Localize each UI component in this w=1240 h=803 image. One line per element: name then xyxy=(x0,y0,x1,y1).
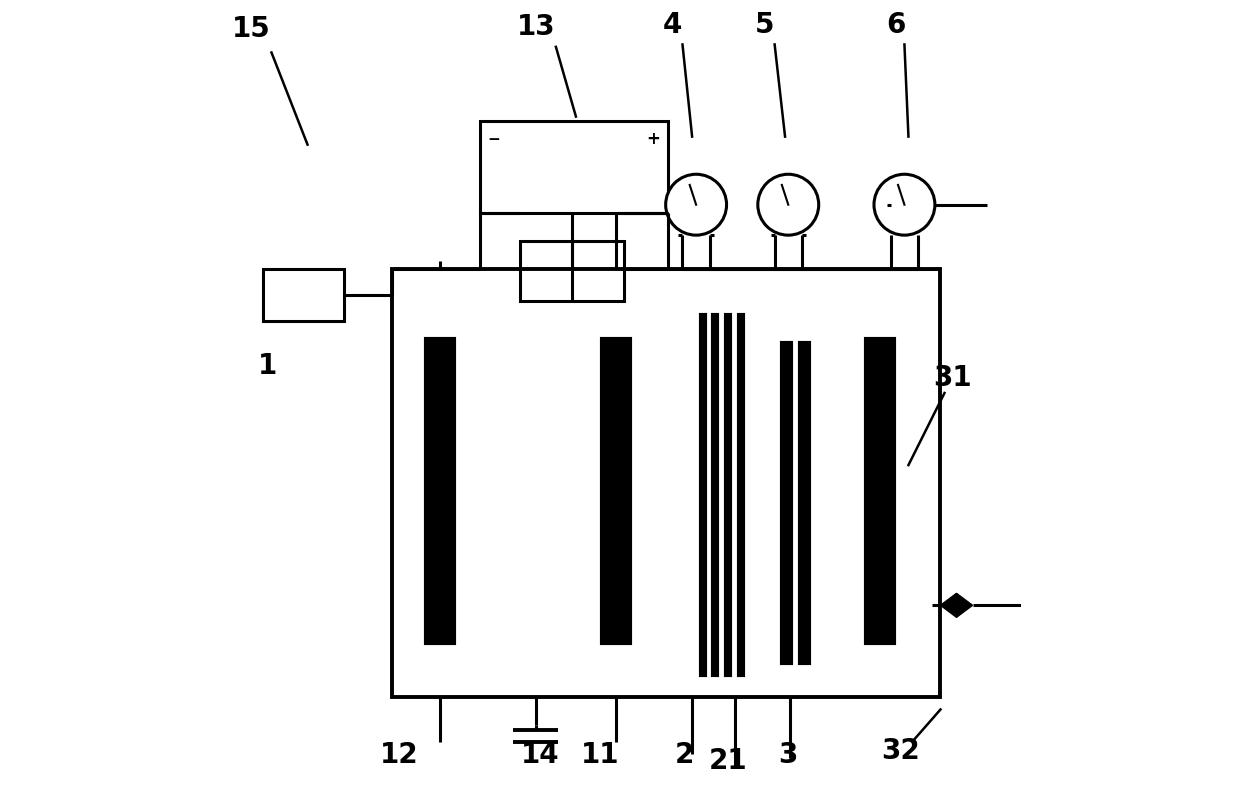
Bar xyxy=(712,313,719,678)
Bar xyxy=(392,270,940,698)
Circle shape xyxy=(758,175,818,236)
Circle shape xyxy=(874,175,935,236)
Text: 14: 14 xyxy=(521,740,559,768)
Bar xyxy=(600,337,632,646)
Text: +: + xyxy=(647,130,661,148)
Polygon shape xyxy=(956,593,972,618)
Bar xyxy=(737,313,745,678)
Bar xyxy=(520,242,624,301)
Text: 11: 11 xyxy=(580,740,619,768)
Bar xyxy=(424,337,456,646)
Text: 32: 32 xyxy=(882,736,920,764)
Text: −: − xyxy=(487,132,501,146)
Text: 13: 13 xyxy=(517,13,556,41)
Bar xyxy=(480,121,668,214)
Text: 1: 1 xyxy=(258,352,277,380)
Text: 12: 12 xyxy=(381,740,419,768)
Bar xyxy=(780,341,794,666)
Text: 5: 5 xyxy=(754,11,774,39)
Text: 21: 21 xyxy=(709,746,748,774)
Text: 31: 31 xyxy=(934,364,972,392)
Bar xyxy=(724,313,732,678)
Text: 15: 15 xyxy=(232,15,270,43)
Text: 6: 6 xyxy=(887,11,906,39)
Bar xyxy=(864,337,897,646)
Text: 3: 3 xyxy=(779,740,799,768)
Text: 2: 2 xyxy=(675,740,694,768)
Bar xyxy=(698,313,707,678)
Bar xyxy=(263,270,343,321)
Polygon shape xyxy=(940,593,956,618)
Text: 4: 4 xyxy=(662,11,682,39)
Bar xyxy=(797,341,811,666)
Circle shape xyxy=(666,175,727,236)
